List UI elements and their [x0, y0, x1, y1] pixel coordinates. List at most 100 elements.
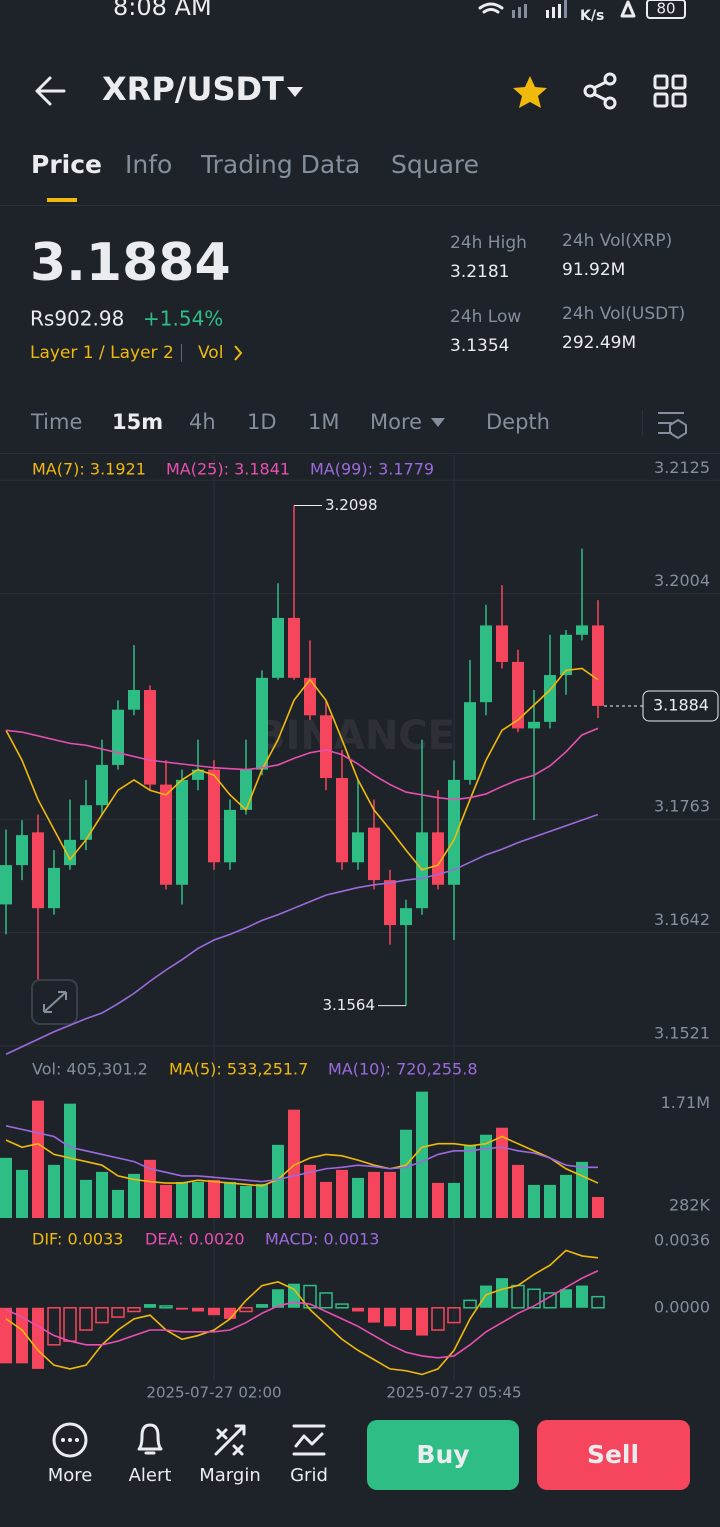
interval[interactable]: Depth	[486, 410, 550, 434]
legend-entry: MA(10): 720,255.8	[328, 1060, 478, 1079]
favorite-star[interactable]	[513, 76, 547, 108]
expand-button[interactable]	[31, 979, 78, 1025]
interval[interactable]: 1M	[308, 410, 339, 434]
buy-button[interactable]	[367, 1420, 519, 1490]
tab[interactable]: Square	[391, 150, 479, 179]
volume-bar	[64, 1103, 76, 1218]
tag[interactable]: Vol	[198, 343, 223, 363]
stat-value: 91.92M	[562, 260, 625, 280]
legend-entry: MA(5): 533,251.7	[169, 1060, 308, 1079]
more-icon	[52, 1422, 88, 1458]
status-icons	[478, 0, 686, 19]
macd-bar	[47, 1307, 61, 1346]
macd-bar	[463, 1299, 477, 1309]
macd-bar	[591, 1295, 605, 1309]
charts: 3.2125 3.2004 3.1763 3.1642 3.1521 2025-07-27…	[0, 455, 720, 1402]
tab[interactable]: Price	[31, 150, 102, 179]
tag-chevron	[234, 345, 243, 361]
interval[interactable]: More	[370, 410, 422, 434]
nav-label[interactable]: Margin	[199, 1465, 260, 1486]
back-button[interactable]	[35, 76, 66, 106]
more-dropdown[interactable]	[431, 418, 445, 427]
macd-bar	[384, 1307, 396, 1327]
pair-title[interactable]: XRP/USDT	[102, 70, 284, 108]
candle-body	[448, 779, 460, 885]
candle-body	[240, 769, 252, 810]
volume-bar	[32, 1100, 44, 1218]
alert-icon	[137, 1423, 163, 1455]
candle-body	[480, 625, 492, 703]
y-tick-label: 0.0000	[654, 1297, 710, 1316]
chart-settings[interactable]	[658, 412, 687, 440]
macd-bar	[368, 1307, 380, 1323]
candle-body	[496, 625, 508, 662]
candle-body	[288, 617, 300, 678]
candle-body	[32, 832, 44, 909]
interval[interactable]: 4h	[189, 410, 216, 434]
stat-value: 3.2181	[450, 262, 509, 282]
macd-bar	[527, 1288, 541, 1309]
y-tick-label: 3.2125	[654, 458, 710, 477]
candle-body	[320, 715, 332, 779]
macd-bar	[111, 1307, 125, 1318]
volume-bar	[512, 1164, 524, 1218]
macd-bar	[576, 1285, 588, 1308]
stat-label: 24h Vol(XRP)	[562, 231, 672, 251]
interval[interactable]: 1D	[247, 410, 277, 434]
candles	[0, 505, 604, 1006]
volume-bar	[480, 1134, 492, 1218]
nav-label[interactable]: Alert	[129, 1465, 172, 1486]
candle-body	[576, 625, 588, 635]
nav-label[interactable]: More	[48, 1465, 93, 1486]
candle-body	[96, 764, 108, 806]
volume-bar	[416, 1091, 428, 1218]
macd-bar	[176, 1307, 188, 1310]
macd-bar	[127, 1307, 141, 1313]
nav-label[interactable]: Grid	[290, 1465, 328, 1486]
tab[interactable]: Trading Data	[200, 150, 360, 179]
volume-bar	[592, 1196, 604, 1218]
candle-body	[368, 827, 380, 881]
pair-dropdown[interactable]	[287, 87, 303, 97]
interval[interactable]: 15m	[112, 410, 163, 434]
macd-bar	[319, 1292, 333, 1309]
tab-indicator	[47, 198, 77, 202]
volume-bar	[496, 1127, 508, 1218]
stat-value: 3.1354	[450, 336, 509, 356]
y-tick-label: 1.71M	[661, 1093, 710, 1112]
macd-bar	[560, 1289, 572, 1308]
volume-bar	[176, 1181, 188, 1218]
volume-bar	[400, 1129, 412, 1218]
tab[interactable]: Info	[125, 150, 172, 179]
volume-bar	[0, 1157, 12, 1218]
ma-line	[5, 813, 599, 1055]
stat-label: 24h High	[450, 233, 527, 253]
candle-body	[80, 805, 92, 840]
candle-body	[192, 769, 204, 780]
share-button[interactable]	[583, 72, 617, 110]
sell-label[interactable]: Sell	[587, 1440, 639, 1469]
tag[interactable]: Layer 1 / Layer 2	[30, 343, 174, 363]
macd-bar	[335, 1303, 349, 1309]
macd-bar	[303, 1284, 317, 1309]
volume-bar	[576, 1161, 588, 1218]
buy-label[interactable]: Buy	[416, 1440, 469, 1469]
extreme-label: 3.1564	[323, 996, 376, 1014]
sell-button[interactable]	[537, 1420, 690, 1490]
legend-entry: MA(25): 3.1841	[166, 460, 290, 479]
candle-body	[112, 709, 124, 765]
candle-body	[0, 865, 12, 905]
ma-line	[5, 1249, 599, 1376]
volume-title: Vol: 405,301.2	[32, 1060, 148, 1079]
interval[interactable]: Time	[30, 410, 82, 434]
layout-button[interactable]	[653, 74, 687, 108]
last-price-label: 3.1884	[653, 695, 709, 714]
y-tick-label: 3.1763	[654, 797, 710, 816]
macd-bar	[224, 1307, 236, 1319]
volume-bar	[288, 1109, 300, 1218]
volume-bar	[448, 1182, 460, 1218]
legend-entry: DEA: 0.0020	[145, 1230, 245, 1249]
candle-body	[400, 908, 412, 926]
candle-body	[304, 677, 316, 716]
legend-entry: MA(7): 3.1921	[32, 460, 146, 479]
